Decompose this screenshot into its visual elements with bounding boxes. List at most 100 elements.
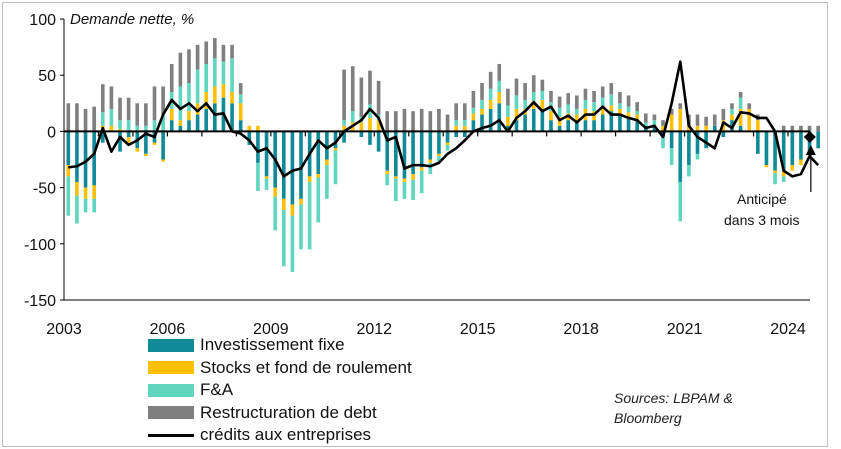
bar-segment-1 [144, 153, 148, 157]
bar-segment-0 [92, 131, 96, 186]
bar-segment-3 [626, 95, 631, 107]
bar-segment-2 [368, 104, 372, 118]
bar-segment-1 [66, 165, 71, 177]
bar-segment-2 [531, 92, 536, 102]
bar-segment-0 [256, 131, 260, 163]
bar-segment-1 [238, 103, 243, 121]
bar-segment-1 [488, 99, 493, 109]
bar-segment-0 [100, 131, 105, 143]
bar-segment-3 [169, 63, 174, 93]
bar-segment-0 [557, 125, 562, 132]
bar-segment-1 [316, 174, 321, 178]
bar-segment-3 [437, 108, 441, 132]
bar-segment-1 [342, 125, 346, 132]
bar-segment-2 [445, 144, 450, 151]
bar-segment-0 [169, 120, 174, 132]
bar-segment-0 [178, 125, 183, 132]
bar-segment-0 [368, 131, 372, 145]
bar-segment-3 [790, 125, 795, 132]
legend-item-stocks: Stocks et fond de roulement [148, 357, 412, 380]
bar-segment-1 [75, 181, 79, 196]
bar-segment-3 [609, 83, 614, 95]
bar-segment-1 [419, 167, 424, 171]
bar-segment-2 [195, 69, 200, 104]
bar-segment-1 [213, 86, 217, 104]
bar-segment-3 [394, 111, 398, 132]
bar-segment-0 [402, 131, 407, 179]
bar-segment-2 [256, 162, 260, 191]
bar-segment-1 [204, 92, 209, 109]
bar-segment-3 [204, 41, 209, 64]
bar-segment-0 [325, 131, 329, 160]
bar-segment-0 [290, 131, 295, 205]
bar-segment-0 [385, 131, 390, 171]
bar-segment-2 [419, 170, 424, 194]
bar-segment-0 [566, 120, 571, 132]
bar-segment-1 [669, 114, 674, 132]
bar-segment-2 [480, 99, 484, 109]
bar-segment-2 [178, 86, 183, 121]
bar-segment-1 [497, 92, 502, 104]
bar-segment-0 [506, 125, 510, 132]
bar-segment-3 [540, 79, 545, 91]
bar-segment-2 [497, 80, 502, 93]
bar-segment-1 [704, 125, 708, 132]
bar-segment-1 [152, 142, 157, 145]
x-tick-label: 2012 [356, 321, 392, 338]
bar-segment-1 [161, 159, 165, 162]
bar-segment-1 [626, 112, 631, 118]
bar-segment-0 [678, 131, 683, 182]
bar-segment-3 [126, 97, 131, 121]
legend-item-fa: F&A [148, 379, 412, 402]
bar-segment-2 [325, 165, 329, 199]
bar-segment-3 [221, 44, 226, 62]
bar-segment-2 [281, 210, 286, 267]
legend-label: F&A [200, 380, 234, 400]
bar-segment-3 [376, 80, 381, 115]
bar-segment-3 [807, 125, 812, 132]
bar-segment-3 [652, 114, 657, 121]
bar-segment-3 [730, 103, 734, 109]
bar-segment-0 [299, 131, 303, 199]
bar-segment-0 [687, 131, 691, 166]
credits-line [68, 60, 820, 178]
bar-segment-2 [583, 99, 588, 109]
bar-segment-3 [712, 114, 717, 126]
bar-segment-2 [695, 153, 700, 160]
bar-segment-3 [350, 66, 355, 112]
annotation-line1: Anticipé [737, 191, 787, 207]
bar-segment-3 [187, 49, 191, 84]
bar-segment-2 [437, 156, 441, 162]
bar-segment-2 [669, 148, 674, 166]
bar-segment-2 [385, 174, 390, 186]
bar-segment-0 [187, 120, 191, 132]
bar-segment-0 [626, 117, 631, 132]
bar-segment-0 [83, 131, 88, 188]
bar-segment-0 [497, 103, 502, 132]
bar-segment-3 [411, 111, 415, 132]
bar-segment-3 [152, 86, 157, 121]
bar-segment-2 [100, 112, 105, 126]
bar-segment-3 [678, 103, 683, 109]
bar-segment-2 [462, 120, 467, 126]
bar-segment-1 [264, 176, 269, 179]
x-tick-label: 2009 [253, 321, 289, 338]
bar-segment-1 [781, 170, 786, 177]
bar-segment-1 [618, 108, 622, 115]
bar-segment-2 [92, 198, 96, 213]
chart-title: Demande nette, % [70, 11, 194, 28]
bar-segment-3 [100, 84, 105, 113]
bar-segment-0 [454, 131, 458, 138]
bar-segment-3 [781, 125, 786, 132]
bar-segment-0 [213, 103, 217, 132]
bar-segment-3 [816, 125, 820, 132]
bar-segment-3 [557, 96, 562, 108]
bar-segment-3 [480, 83, 484, 100]
bar-segment-1 [376, 120, 381, 132]
bar-segment-2 [781, 176, 786, 182]
bar-segment-0 [652, 125, 657, 132]
bar-segment-0 [695, 131, 700, 154]
bar-segment-0 [342, 131, 346, 143]
bar-segment-0 [411, 131, 415, 175]
